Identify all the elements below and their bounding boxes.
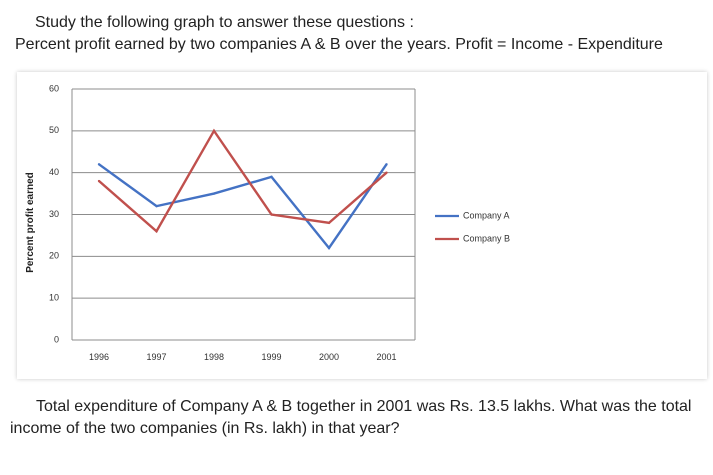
y-tick-label: 30 <box>49 209 59 219</box>
data-point <box>385 171 388 174</box>
chart-panel: 0 10 20 30 40 50 60 1996 1997 1998 1999 2000 2001 Per… <box>17 72 707 379</box>
x-tick-label: 1998 <box>204 352 224 362</box>
data-point <box>270 213 273 216</box>
x-tick-label: 1999 <box>261 352 281 362</box>
heading-line-1: Study the following graph to answer thes… <box>35 14 414 31</box>
data-point <box>270 175 273 179</box>
x-tick-label: 1996 <box>89 352 109 362</box>
question-line-2: income of the two companies (in Rs. lakh… <box>10 420 400 437</box>
data-point <box>327 221 331 225</box>
y-tick-label: 50 <box>49 125 59 135</box>
y-axis-title: Percent profit earned <box>25 172 36 273</box>
y-tick-label: 60 <box>49 83 59 93</box>
question-line-1: Total expenditure of Company A & B toget… <box>36 398 692 415</box>
x-tick-label: 2000 <box>319 352 339 362</box>
data-point <box>155 204 158 208</box>
data-point <box>97 163 101 166</box>
x-tick-label: 2001 <box>376 352 396 362</box>
line-chart: 0 10 20 30 40 50 60 1996 1997 1998 1999 2000 2001 Per… <box>25 83 510 362</box>
y-tick-label: 20 <box>49 251 59 261</box>
series-line-company-b <box>98 128 388 234</box>
data-point <box>212 192 216 195</box>
y-tick-label: 10 <box>49 293 59 303</box>
y-tick-label: 40 <box>49 167 59 177</box>
data-point <box>327 246 331 250</box>
data-point <box>385 163 388 166</box>
data-point <box>97 179 101 183</box>
x-tick-label: 1997 <box>146 352 166 362</box>
legend-label: Company B <box>463 233 510 243</box>
data-point <box>212 129 216 133</box>
y-tick-label: 0 <box>54 334 59 344</box>
data-point <box>155 230 158 233</box>
legend-label: Company A <box>463 210 510 220</box>
series-line-company-a <box>98 163 388 250</box>
heading-line-2: Percent profit earned by two companies A… <box>15 36 663 53</box>
